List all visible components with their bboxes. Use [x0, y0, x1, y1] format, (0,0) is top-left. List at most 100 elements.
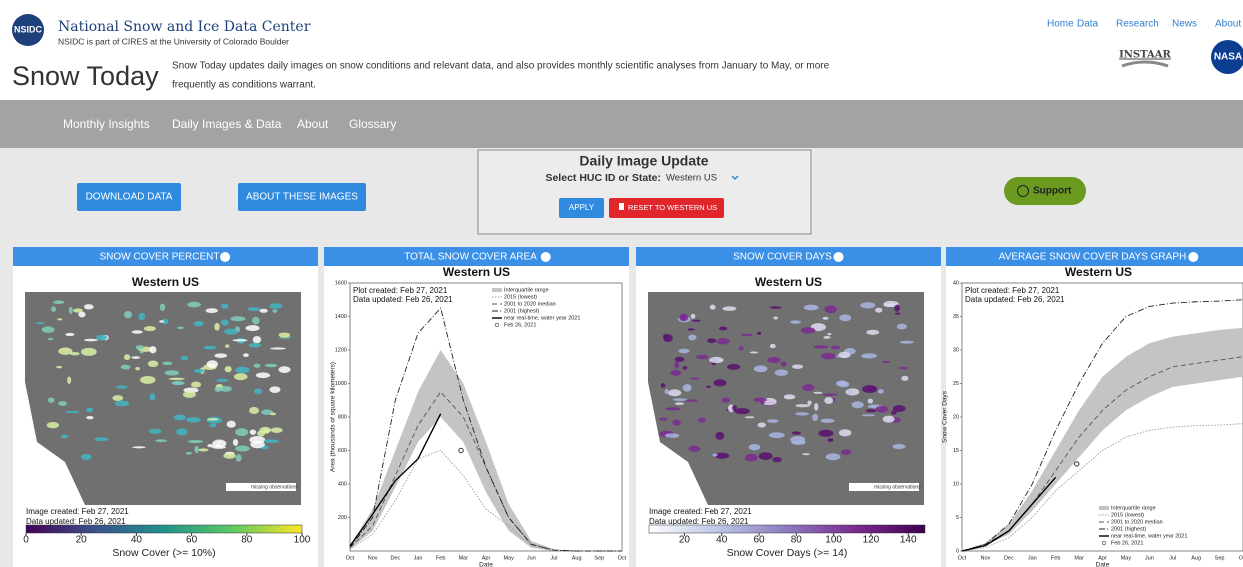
map-speckle: [252, 317, 260, 325]
map-speckle: [717, 338, 730, 345]
map-speckle: [227, 421, 236, 428]
map-speckle: [207, 360, 218, 368]
y-tick-label: 40: [953, 280, 959, 286]
map-speckle: [69, 307, 73, 314]
map-speckle: [795, 412, 809, 415]
map-speckle: [895, 312, 901, 314]
map-speckle: [691, 314, 696, 319]
map-speckle: [254, 364, 261, 368]
info-icon: [220, 252, 230, 262]
map-speckle: [155, 439, 167, 442]
legend-swatch: [1102, 541, 1106, 545]
note: Plot created: Feb 27, 2021: [353, 286, 448, 295]
map-speckle: [862, 414, 875, 416]
menu-item[interactable]: Glossary: [349, 117, 396, 131]
y-tick-label: 10: [953, 481, 959, 487]
map-speckle: [770, 306, 782, 308]
map-speckle: [159, 320, 164, 322]
x-tick-label: Aug: [1191, 555, 1201, 561]
map-speckle: [801, 327, 816, 333]
chart-title: Western US: [132, 275, 199, 289]
map-speckle: [773, 316, 778, 319]
y-tick-label: 5: [956, 515, 959, 521]
map-speckle: [73, 308, 83, 312]
x-tick-label: Oct: [618, 555, 627, 561]
reset-label[interactable]: RESET TO WESTERN US: [628, 203, 717, 212]
map-speckle: [868, 399, 873, 404]
map-speckle: [784, 394, 796, 399]
map-speckle: [821, 419, 835, 423]
map-speckle: [204, 346, 217, 350]
map-speckle: [901, 376, 908, 381]
map-speckle: [148, 361, 158, 368]
y-tick-label: 1200: [335, 347, 347, 353]
nav-link[interactable]: Data: [1077, 19, 1099, 30]
map-speckle: [679, 314, 688, 322]
map-speckle: [249, 407, 259, 414]
map-speckle: [826, 453, 841, 460]
map-speckle: [707, 338, 716, 343]
menu-item[interactable]: Monthly Insights: [63, 117, 150, 131]
map-speckle: [259, 309, 267, 313]
info-icon: [541, 252, 551, 262]
colorbar: [26, 525, 302, 533]
map-speckle: [839, 314, 851, 321]
map-speckle: [739, 346, 744, 350]
map-speckle: [249, 343, 261, 348]
map-speckle: [750, 351, 759, 353]
map-speckle: [132, 330, 143, 333]
colorbar-tick-label: 100: [825, 535, 842, 546]
map-speckle: [875, 308, 882, 313]
map-speckle: [270, 413, 276, 416]
map-speckle: [754, 365, 768, 372]
map-speckle: [860, 302, 875, 308]
map-speckle: [876, 406, 888, 413]
x-axis-label: Date: [479, 562, 493, 567]
panel-title: TOTAL SNOW COVER AREA: [404, 252, 537, 263]
colorbar-tick-label: 80: [241, 535, 253, 546]
chart-title: Western US: [755, 275, 822, 289]
button-label[interactable]: ABOUT THESE IMAGES: [246, 192, 358, 203]
support-label[interactable]: Support: [1033, 186, 1072, 197]
map-speckle: [898, 367, 908, 369]
map-speckle: [236, 454, 242, 462]
y-tick-label: 1600: [335, 280, 347, 286]
map-speckle: [769, 432, 785, 438]
legend-label: near real-time, water year 2021: [504, 315, 580, 321]
map-speckle: [186, 417, 201, 422]
map-speckle: [668, 389, 681, 396]
map-speckle: [136, 345, 144, 350]
map-speckle: [81, 454, 92, 460]
menu-item[interactable]: Daily Images & Data: [172, 117, 282, 131]
nav-link[interactable]: Research: [1116, 19, 1159, 30]
map-speckle: [250, 429, 256, 434]
y-tick-label: 800: [338, 414, 347, 420]
y-tick-label: 15: [953, 448, 959, 454]
nav-link[interactable]: Home: [1047, 19, 1074, 30]
x-tick-label: Jul: [1169, 555, 1176, 561]
map-speckle: [140, 351, 144, 353]
select-value[interactable]: Western US: [666, 173, 717, 184]
map-speckle: [121, 365, 131, 370]
legend-swatch: [492, 288, 502, 292]
button-label[interactable]: DOWNLOAD DATA: [86, 192, 173, 203]
menu-item[interactable]: About: [297, 117, 329, 131]
map-speckle: [265, 364, 277, 368]
map-speckle: [220, 386, 232, 392]
apply-label[interactable]: APPLY: [569, 203, 595, 212]
colorbar-tick-label: 0: [23, 535, 29, 546]
map-speckle: [672, 420, 680, 426]
map-speckle: [795, 404, 810, 407]
nav-link[interactable]: News: [1172, 19, 1197, 30]
y-tick-label: 1400: [335, 314, 347, 320]
map-speckle: [749, 444, 761, 450]
map-speckle: [183, 391, 196, 398]
map-speckle: [812, 414, 818, 421]
map-speckle: [48, 397, 55, 402]
legend-label: 2001 (highest): [504, 308, 539, 314]
map-speckle: [741, 334, 753, 337]
legend-label: Feb 26, 2021: [1111, 540, 1143, 546]
nav-link[interactable]: About: [1215, 19, 1241, 30]
note: Data updated: Feb 26, 2021: [965, 295, 1065, 304]
map-speckle: [719, 326, 727, 330]
